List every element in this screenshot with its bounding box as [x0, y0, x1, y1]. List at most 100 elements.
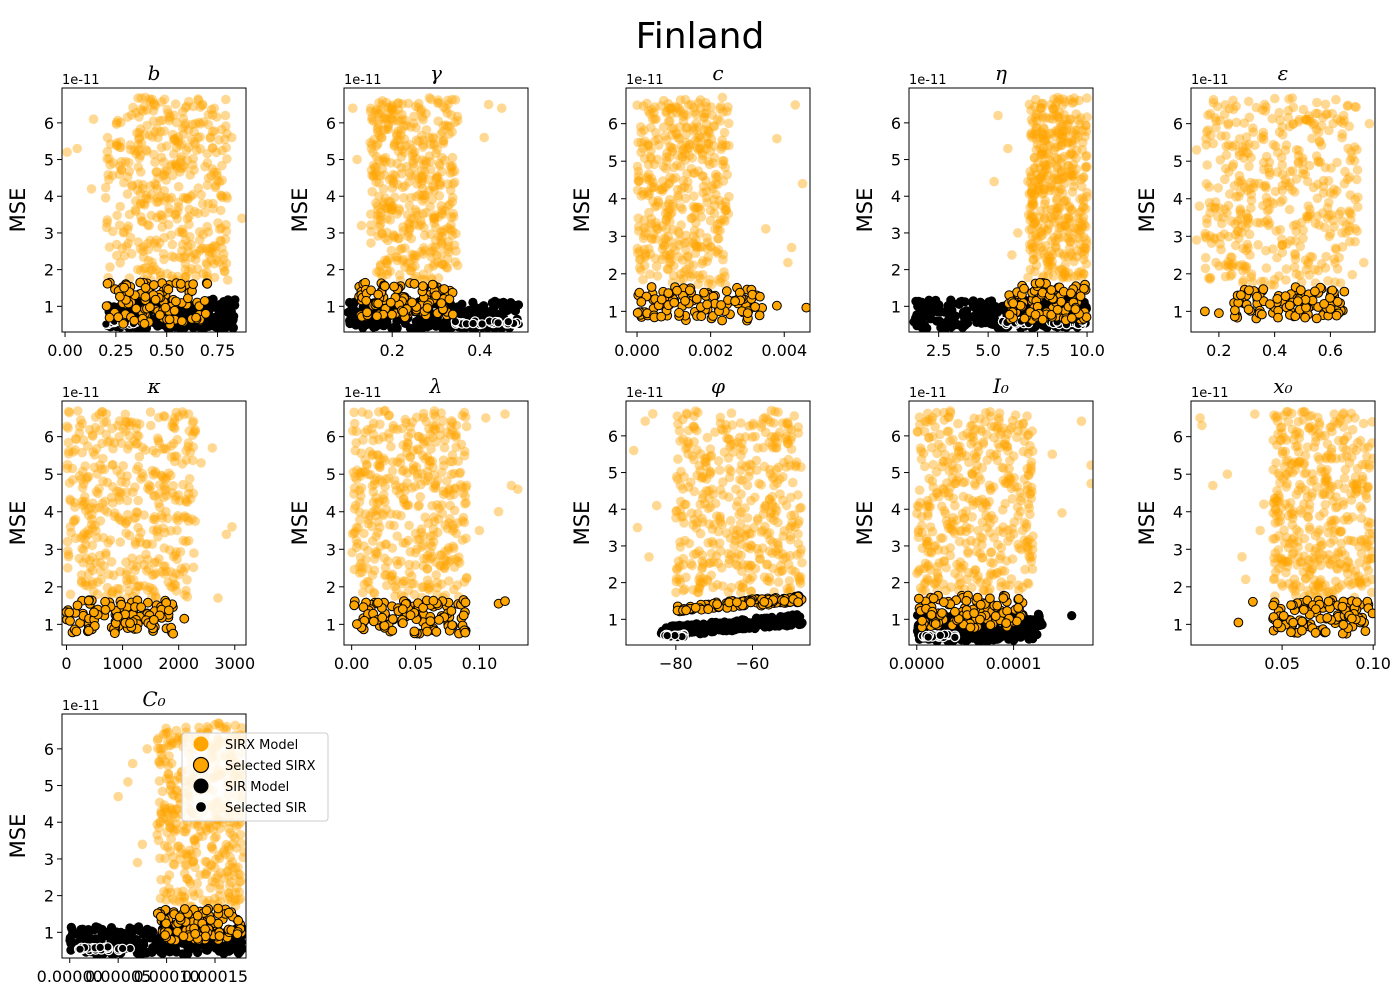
- sirx-point: [159, 126, 170, 136]
- sirx-point: [122, 444, 133, 454]
- sirx-point: [148, 106, 159, 116]
- sirx-point: [172, 214, 182, 224]
- sir-point: [950, 317, 960, 328]
- sirx-point: [454, 552, 464, 562]
- sirx-point: [1050, 186, 1060, 196]
- sirx-point: [1317, 208, 1328, 218]
- sirx-point: [769, 472, 779, 483]
- sirx-point: [416, 107, 426, 117]
- sirx-point: [429, 182, 440, 192]
- sirx-point: [1051, 110, 1062, 120]
- sirx-point: [1311, 151, 1322, 161]
- sirx-point: [733, 561, 743, 571]
- sirx-point: [115, 584, 125, 594]
- sirx-point: [444, 484, 455, 494]
- selected-sirx-point: [699, 287, 709, 298]
- sirx-point: [1040, 160, 1051, 171]
- sirx-point: [149, 490, 159, 501]
- sirx-point: [797, 178, 808, 189]
- sirx-point: [424, 185, 435, 196]
- sirx-point: [171, 586, 182, 596]
- sirx-point: [1059, 172, 1070, 182]
- sirx-point: [1223, 262, 1234, 272]
- sirx-point: [141, 539, 152, 550]
- sirx-point: [646, 218, 657, 229]
- sirx-point: [157, 214, 168, 224]
- sirx-point: [1045, 155, 1055, 165]
- sirx-point: [1044, 181, 1055, 192]
- sirx-point: [171, 142, 182, 153]
- selected-sirx-point: [1034, 278, 1045, 288]
- sirx-point: [176, 152, 186, 162]
- sirx-point: [1081, 161, 1091, 172]
- sirx-point: [666, 103, 677, 114]
- sirx-point: [701, 101, 712, 112]
- sirx-point: [643, 222, 654, 232]
- sirx-point: [756, 422, 767, 432]
- y-tick-label: 2: [44, 261, 54, 280]
- sirx-point: [1264, 170, 1275, 180]
- sirx-point: [434, 231, 444, 241]
- sir-point: [219, 313, 229, 324]
- sirx-point: [704, 159, 715, 170]
- sirx-point: [1040, 241, 1051, 251]
- sirx-point: [369, 475, 380, 486]
- sirx-point: [374, 462, 385, 472]
- sirx-point: [102, 582, 113, 593]
- selected-sirx-point: [65, 616, 75, 626]
- sirx-point: [1261, 183, 1271, 193]
- sirx-point: [643, 106, 654, 116]
- sirx-point: [349, 528, 360, 539]
- sirx-point: [715, 277, 725, 287]
- sirx-point: [163, 108, 173, 119]
- sirx-point: [1028, 200, 1039, 211]
- sirx-point: [1268, 198, 1279, 209]
- sirx-point: [378, 200, 389, 210]
- sirx-point: [214, 177, 225, 187]
- sirx-point: [418, 581, 429, 592]
- sirx-point: [81, 474, 91, 485]
- sirx-point: [190, 139, 200, 149]
- sirx-point: [1298, 233, 1308, 244]
- sirx-point: [688, 126, 698, 136]
- sirx-point: [400, 181, 410, 191]
- sirx-point: [208, 242, 218, 252]
- y-tick-label: 1: [326, 297, 336, 316]
- sirx-point: [786, 242, 797, 253]
- sirx-point: [1058, 94, 1068, 104]
- sirx-point: [137, 468, 147, 479]
- sirx-point: [1037, 111, 1048, 121]
- sirx-point: [390, 480, 401, 490]
- sirx-point: [132, 264, 143, 275]
- sirx-point: [786, 424, 797, 435]
- sirx-point: [1064, 202, 1074, 213]
- sirx-point: [131, 423, 142, 434]
- x-tick-label: 0.000: [614, 341, 660, 360]
- sirx-point: [1058, 272, 1069, 282]
- sirx-point: [1203, 273, 1214, 283]
- sirx-point: [1234, 150, 1245, 161]
- selected-sirx-point: [145, 302, 155, 313]
- sirx-point: [100, 193, 111, 203]
- sirx-point: [216, 190, 226, 201]
- sirx-point: [414, 220, 424, 231]
- sirx-point: [1078, 212, 1089, 223]
- sirx-point: [183, 241, 193, 252]
- sirx-point: [648, 196, 658, 207]
- sirx-point: [381, 203, 392, 213]
- sirx-point: [1062, 226, 1073, 236]
- y-tick-label: 3: [44, 540, 54, 559]
- sirx-point: [768, 563, 778, 574]
- sirx-point: [417, 173, 428, 184]
- sirx-point: [688, 201, 699, 212]
- sirx-point: [682, 409, 692, 420]
- sirx-point: [695, 273, 705, 284]
- sirx-point: [432, 577, 442, 588]
- sirx-point: [1239, 153, 1249, 163]
- sirx-point: [173, 490, 184, 500]
- sirx-point: [718, 156, 728, 166]
- sirx-point: [697, 556, 707, 567]
- sirx-point: [421, 125, 432, 135]
- sirx-point: [715, 103, 725, 114]
